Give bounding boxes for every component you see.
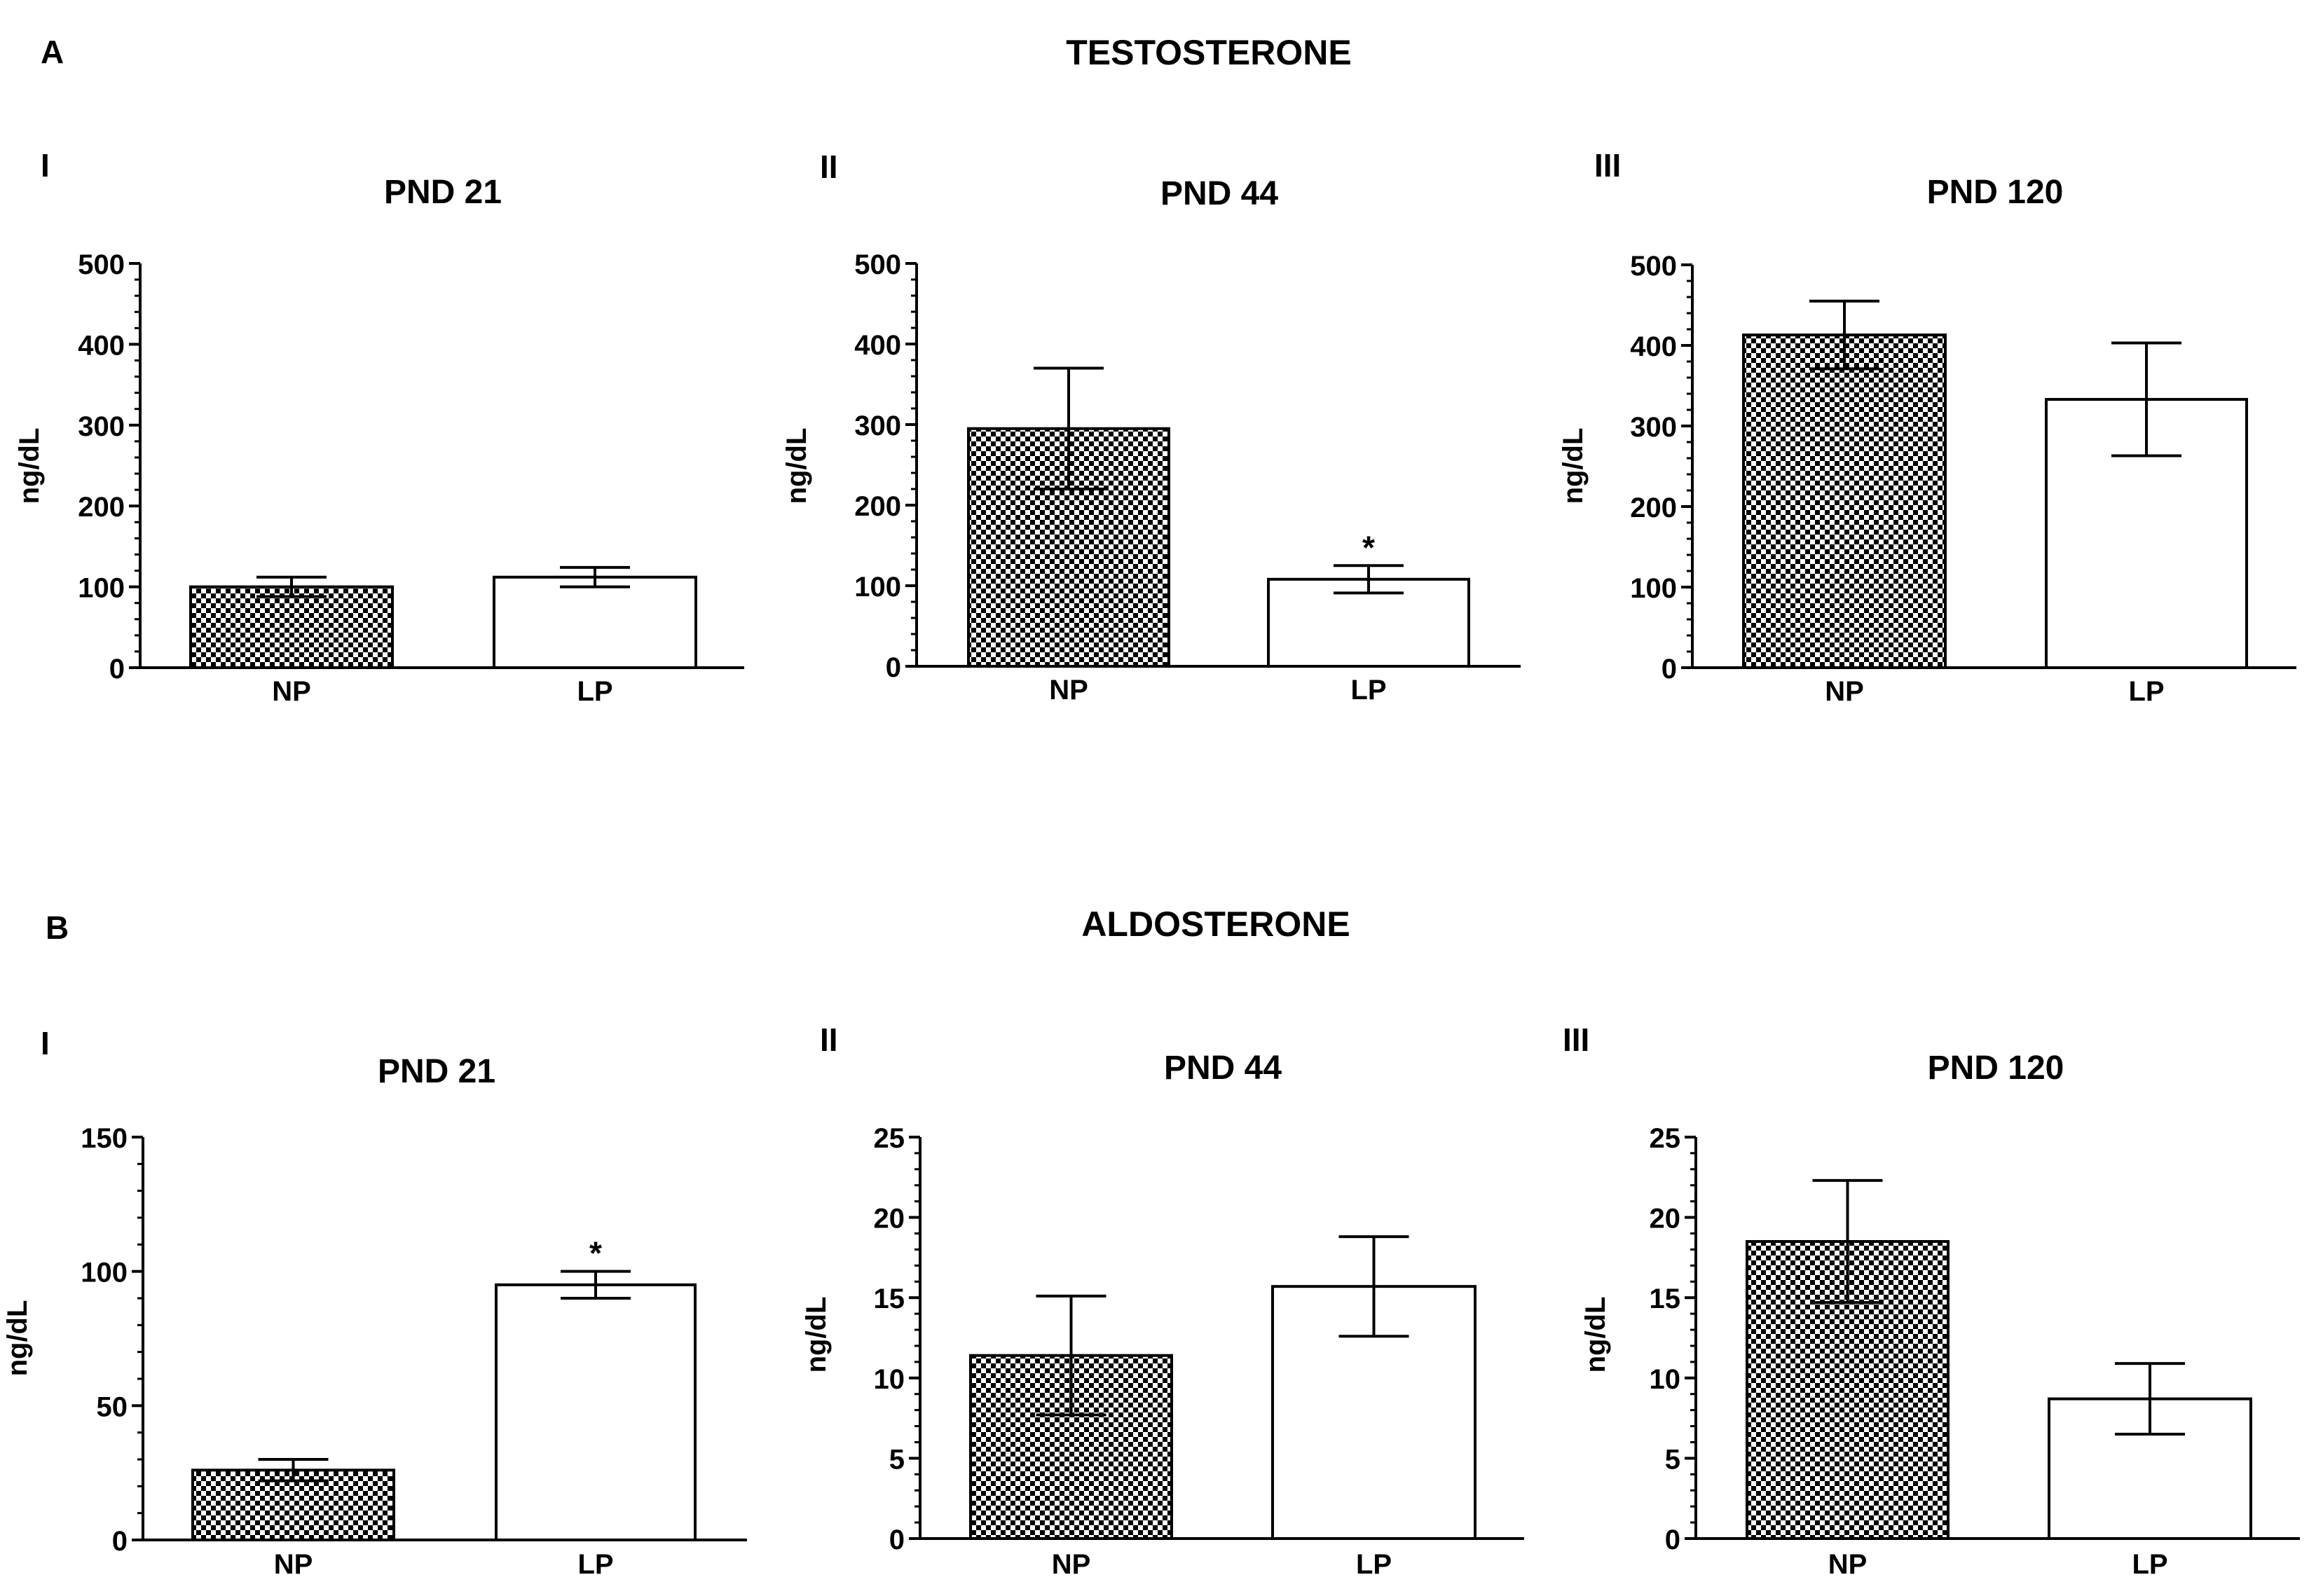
y-tick-label: 150	[81, 1123, 128, 1154]
y-tick-label: 100	[81, 1258, 128, 1288]
y-axis-label: ng/dL	[801, 1297, 832, 1373]
y-tick-label: 100	[1630, 573, 1677, 604]
bar-lp	[493, 575, 697, 670]
y-tick-label: 10	[1650, 1364, 1681, 1395]
y-tick-label: 0	[109, 654, 125, 685]
y-tick-label: 20	[1650, 1204, 1681, 1234]
y-tick-label: 20	[874, 1204, 905, 1234]
bar-lp	[1267, 577, 1470, 668]
y-tick-label: 25	[1650, 1123, 1681, 1154]
bar-lp	[495, 1283, 697, 1542]
x-tick-label: LP	[2132, 1549, 2167, 1580]
panel-b-title: ALDOSTERONE	[1081, 904, 1350, 944]
x-tick-label: LP	[2128, 676, 2164, 707]
y-tick-label: 200	[854, 491, 901, 522]
y-tick-label: 0	[112, 1526, 128, 1557]
y-tick-label: 500	[1630, 251, 1677, 282]
y-tick-label: 100	[78, 573, 125, 604]
chart-a-i: I PND 21 ng/dL 0 100 200 300 400 500 NP LP	[14, 147, 744, 707]
chart-title: PND 44	[1164, 1050, 1282, 1087]
panel-a-title: TESTOSTERONE	[1066, 33, 1351, 72]
y-tick-label: 5	[889, 1444, 905, 1475]
chart-title: PND 21	[378, 1053, 495, 1090]
x-tick-label: LP	[1356, 1549, 1392, 1580]
chart-title: PND 120	[1927, 174, 2064, 211]
y-tick-label: 0	[889, 1525, 905, 1555]
y-tick-label: 200	[1630, 493, 1677, 523]
y-tick-label: 15	[874, 1284, 905, 1314]
y-tick-label: 0	[1661, 654, 1677, 685]
y-tick-label: 400	[1630, 331, 1677, 362]
y-tick-label: 500	[78, 249, 125, 280]
chart-b-ii: II PND 44 ng/dL 0 5 10 15 20 25 NP LP	[801, 1021, 1524, 1580]
x-tick-label: LP	[1350, 675, 1386, 706]
y-axis-label: ng/dL	[2, 1300, 33, 1377]
chart-title: PND 21	[384, 174, 502, 211]
y-tick-label: 0	[1665, 1525, 1680, 1555]
chart-b-i: I PND 21 ng/dL 0 50 100 150 NP * LP	[2, 1025, 747, 1580]
x-tick-label: NP	[1052, 1549, 1091, 1580]
subpanel-numeral: III	[1594, 147, 1621, 184]
significance-marker: *	[1362, 529, 1375, 565]
subpanel-numeral: II	[820, 149, 838, 185]
y-tick-label: 300	[854, 411, 901, 441]
panel-b-letter: B	[46, 909, 69, 946]
subpanel-numeral: III	[1563, 1021, 1589, 1058]
bar-np	[1742, 333, 1947, 669]
y-tick-label: 100	[854, 572, 901, 603]
chart-a-iii: III PND 120 ng/dL 0 100 200 300 400 500 NP LP	[1558, 147, 2296, 707]
x-tick-label: LP	[577, 1549, 613, 1580]
y-tick-label: 400	[78, 330, 125, 361]
x-tick-label: LP	[577, 676, 612, 707]
chart-title: PND 120	[1928, 1050, 2064, 1087]
y-axis-label: ng/dL	[14, 428, 45, 504]
bar-np	[189, 585, 394, 669]
chart-title: PND 44	[1160, 175, 1278, 212]
subpanel-numeral: I	[41, 147, 50, 184]
subpanel-numeral: I	[41, 1025, 50, 1061]
y-tick-label: 15	[1650, 1284, 1681, 1314]
y-axis-label: ng/dL	[1580, 1297, 1611, 1373]
y-tick-label: 50	[97, 1391, 128, 1422]
y-tick-label: 25	[874, 1123, 905, 1154]
x-tick-label: NP	[1828, 1549, 1868, 1580]
y-tick-label: 300	[78, 411, 125, 442]
y-tick-label: 400	[854, 330, 901, 361]
subpanel-numeral: II	[820, 1021, 838, 1058]
y-tick-label: 300	[1630, 412, 1677, 443]
panel-a-letter: A	[41, 34, 64, 70]
x-tick-label: NP	[274, 1549, 313, 1580]
y-tick-label: 500	[854, 249, 901, 280]
x-tick-label: NP	[1049, 675, 1088, 706]
significance-marker: *	[589, 1235, 602, 1272]
y-axis-label: ng/dL	[781, 428, 812, 504]
y-tick-label: 0	[886, 652, 901, 683]
chart-b-iii: III PND 120 ng/dL 0 5 10 15 20 25 NP LP	[1563, 1021, 2300, 1580]
chart-a-ii: II PND 44 ng/dL 0 100 200 300 400 500 NP * LP	[781, 149, 1521, 706]
y-tick-label: 10	[874, 1364, 905, 1395]
x-tick-label: NP	[1825, 676, 1864, 707]
y-tick-label: 200	[78, 492, 125, 523]
y-axis-label: ng/dL	[1558, 428, 1589, 504]
x-tick-label: NP	[272, 676, 311, 707]
y-tick-label: 5	[1665, 1444, 1680, 1475]
